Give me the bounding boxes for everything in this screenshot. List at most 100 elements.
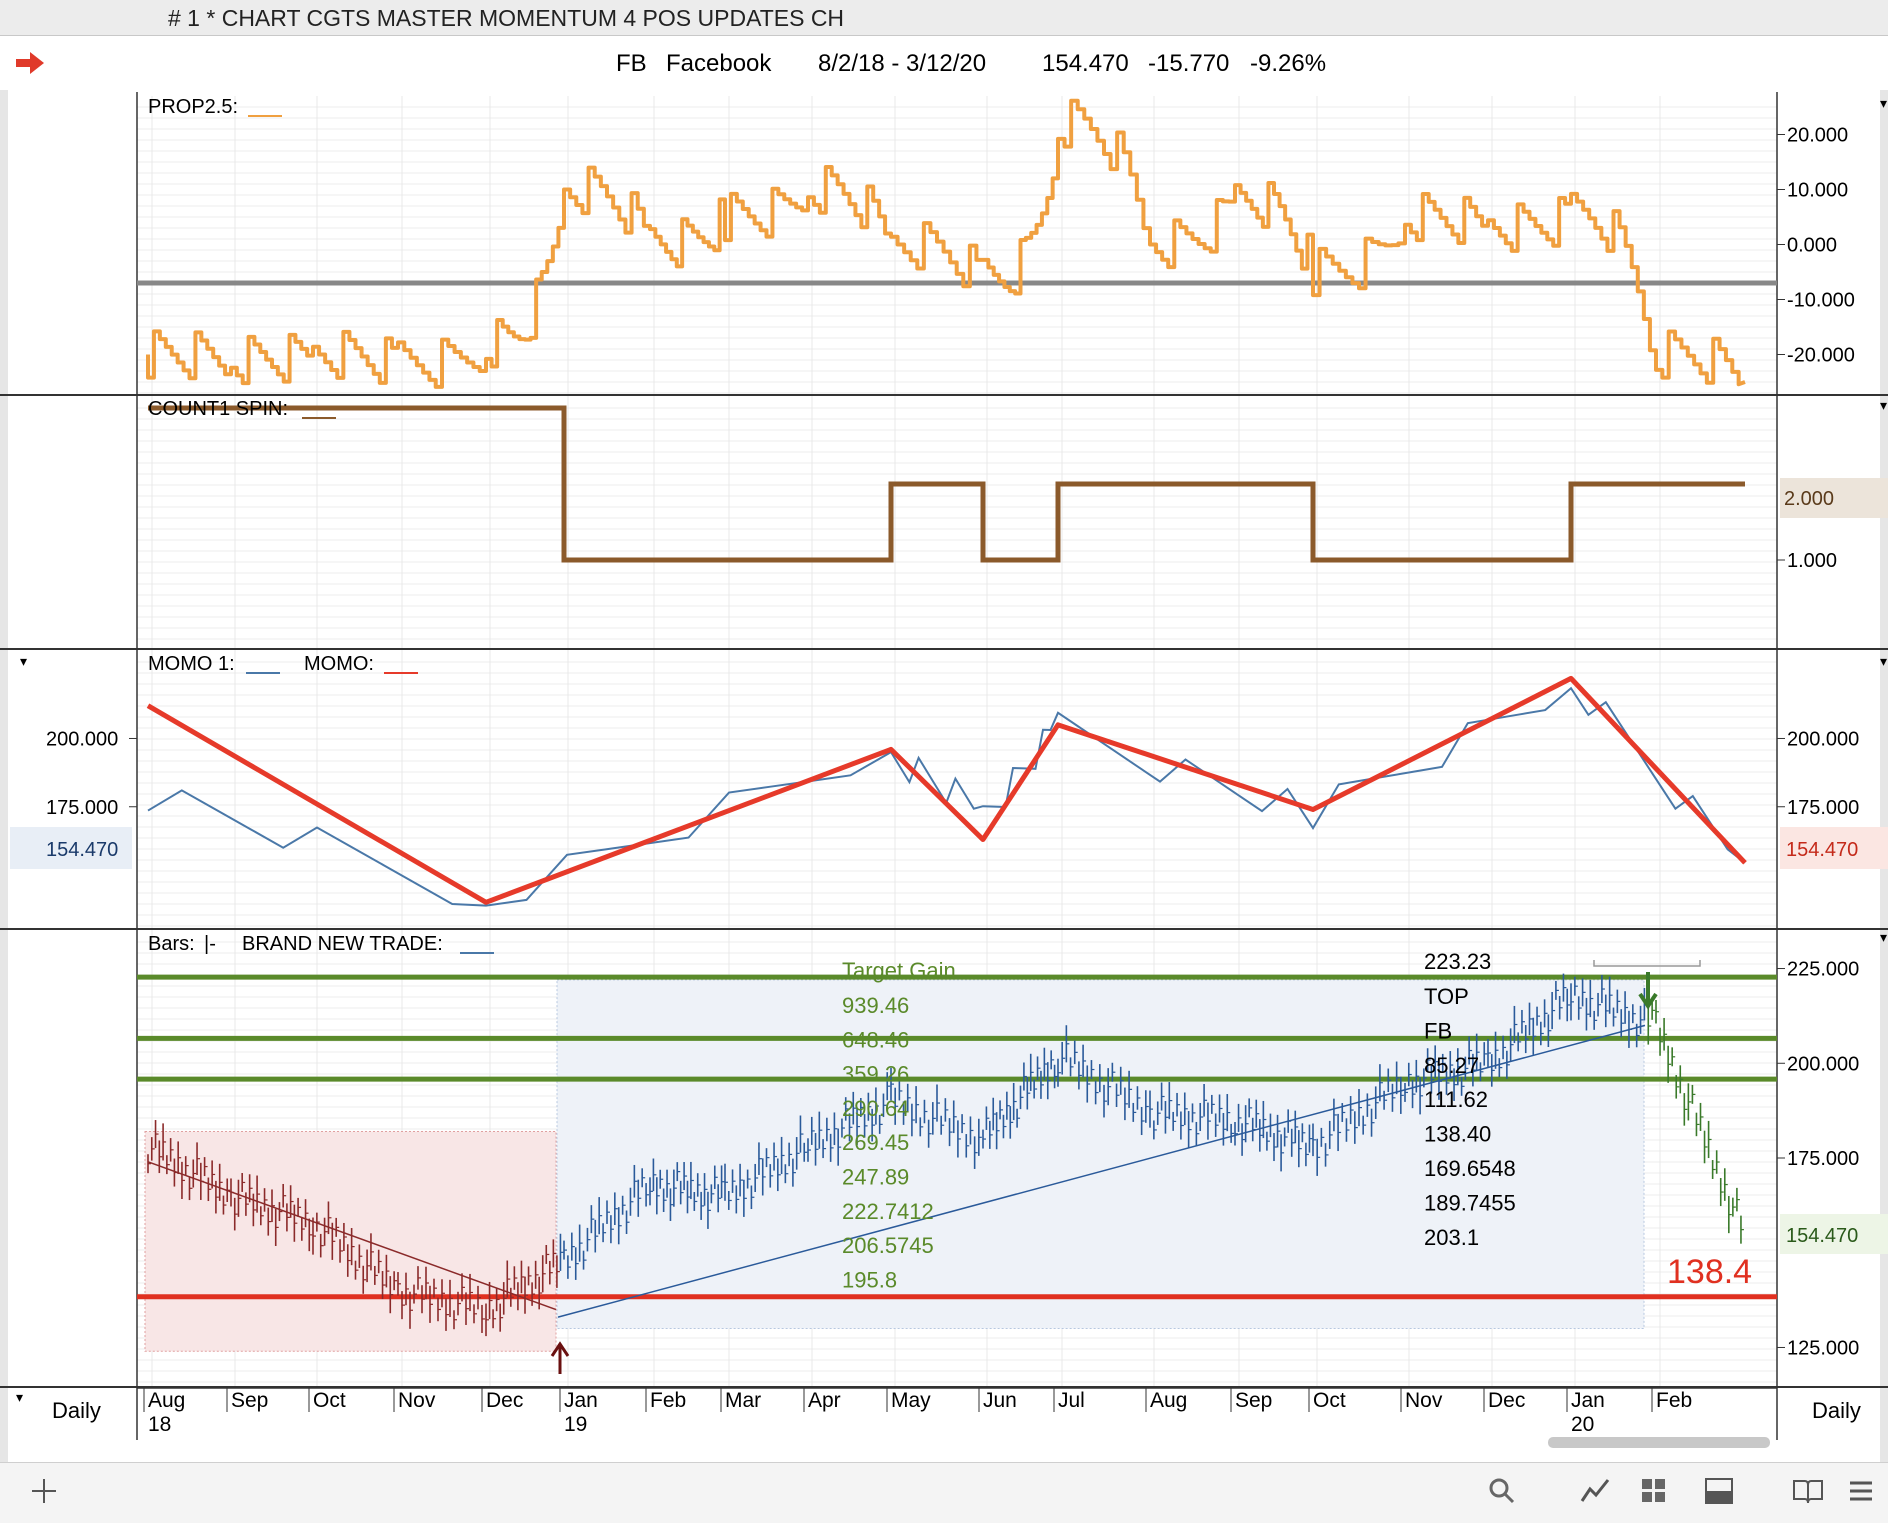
month-label: Oct <box>313 1389 346 1412</box>
price-change: -15.770 <box>1148 50 1230 77</box>
uptrend-line <box>557 1024 1646 1318</box>
info-value: 111.62 <box>1424 1087 1488 1112</box>
spin-panel-menu-icon[interactable]: ▾ <box>1880 397 1887 413</box>
downtrend-zone <box>144 1130 557 1352</box>
trade-zone <box>556 979 1645 1330</box>
axis-tick-label: 0.000 <box>1787 235 1837 257</box>
window-title: # 1 * CHART CGTS MASTER MOMENTUM 4 POS U… <box>168 5 845 31</box>
momo1-line <box>147 686 1746 907</box>
prop-panel-menu-icon[interactable]: ▾ <box>1880 95 1887 111</box>
target-value: 359.26 <box>842 1062 909 1087</box>
axis-tick-label: 200.000 <box>1787 1053 1859 1075</box>
bars-panel-menu-icon[interactable]: ▾ <box>1880 929 1887 945</box>
trade-label: BRAND NEW TRADE: <box>242 933 443 955</box>
bars-label: Bars: <box>148 933 195 955</box>
month-label: May <box>891 1389 931 1412</box>
axis-tick-label: -20.000 <box>1787 345 1855 367</box>
period-right[interactable]: Daily <box>1812 1398 1861 1423</box>
target-value: 269.45 <box>842 1130 909 1155</box>
axis-tick-label: 10.000 <box>1787 180 1848 202</box>
bars-badge: 154.470 <box>1780 1214 1888 1254</box>
month-label: Feb <box>1656 1389 1692 1412</box>
target-value: 247.89 <box>842 1165 909 1190</box>
bars-badge-value: 154.470 <box>1786 1225 1858 1247</box>
info-value: 138.40 <box>1424 1122 1491 1147</box>
axis-tick-label: 125.000 <box>1787 1337 1859 1359</box>
red-arrow-icon[interactable] <box>16 52 46 74</box>
info-value: FB <box>1424 1018 1452 1043</box>
list-icon[interactable] <box>1846 1477 1876 1505</box>
target-value: 206.5745 <box>842 1233 934 1258</box>
axis-tick-label: 175.000 <box>1787 797 1859 819</box>
bars-label-suffix: |- <box>204 933 216 955</box>
year-label: 20 <box>1571 1413 1594 1436</box>
axis-tick-label: 1.000 <box>1787 550 1837 572</box>
chart-header: FB Facebook 8/2/18 - 3/12/20 154.470 -15… <box>0 36 1888 92</box>
month-label: Apr <box>808 1389 841 1412</box>
info-value: 169.6548 <box>1424 1156 1516 1181</box>
momo-right-menu-icon[interactable]: ▾ <box>1880 653 1887 669</box>
spin-badge: 2.000 <box>1780 478 1888 518</box>
downtrend-line <box>147 1161 557 1311</box>
month-label: Dec <box>1488 1389 1525 1412</box>
panel-layout-icon[interactable] <box>1704 1477 1734 1505</box>
prop-label: PROP2.5: <box>148 96 238 118</box>
symbol: FB <box>616 50 647 77</box>
trade-info-list: 223.23 TOP FB 85.27 111.62 138.40 169.6548 189… <box>1424 949 1516 1250</box>
company-name: Facebook <box>666 50 772 77</box>
info-value: TOP <box>1424 984 1469 1009</box>
momo-badge-left-value: 154.470 <box>46 839 118 861</box>
target-value: 222.7412 <box>842 1199 934 1224</box>
month-label: Aug <box>148 1389 185 1412</box>
momo1-label: MOMO 1: <box>148 653 235 675</box>
entry-arrow-icon <box>550 1341 570 1374</box>
search-icon[interactable] <box>1488 1477 1516 1505</box>
momo-badge-right: 154.470 <box>1780 827 1888 869</box>
month-label: Jun <box>983 1389 1017 1412</box>
month-label: Sep <box>1235 1389 1272 1412</box>
axis-tick-label: 225.000 <box>1787 959 1859 981</box>
spin-label: COUNT1 SPIN: <box>148 398 288 420</box>
bottom-toolbar <box>0 1462 1888 1523</box>
axis-tick-label: 175.000 <box>46 797 118 819</box>
price-change-pct: -9.26% <box>1250 50 1327 77</box>
target-gain-list: Target Gain 939.46 648.46 359.26 290.64 269.… <box>842 958 956 1292</box>
month-label: Aug <box>1150 1389 1187 1412</box>
exit-arrow-icon <box>1638 972 1658 1010</box>
grid-view-icon[interactable] <box>1640 1477 1668 1505</box>
line-chart-icon[interactable] <box>1580 1477 1610 1505</box>
axis-tick-label: 20.000 <box>1787 125 1848 147</box>
target-value: 195.8 <box>842 1267 897 1292</box>
axis-tick-label: 200.000 <box>46 728 118 750</box>
add-icon[interactable] <box>30 1477 58 1505</box>
horizontal-scrollbar[interactable] <box>1548 1437 1770 1448</box>
date-range: 8/2/18 - 3/12/20 <box>818 50 987 77</box>
momo-panel-menu-icon[interactable]: ▾ <box>20 653 27 669</box>
window-titlebar: # 1 * CHART CGTS MASTER MOMENTUM 4 POS U… <box>0 0 1888 36</box>
prop-line <box>146 98 1746 389</box>
target-value: 648.46 <box>842 1027 909 1052</box>
axis-tick-label: 200.000 <box>1787 728 1859 750</box>
chart-area: 200.000 175.000 20.000 10.000 0.000 -10.000 -… <box>0 90 1888 1462</box>
spin-line <box>148 405 1745 563</box>
info-value: 85.27 <box>1424 1053 1479 1078</box>
month-label: Feb <box>650 1389 686 1412</box>
info-value: 203.1 <box>1424 1225 1479 1250</box>
info-top: 223.23 <box>1424 949 1491 974</box>
stop-label: 138.4 <box>1667 1253 1752 1291</box>
month-label: Jul <box>1058 1389 1085 1412</box>
momo-badge-right-value: 154.470 <box>1786 839 1858 861</box>
axis-tick-label: 175.000 <box>1787 1148 1859 1170</box>
last-price: 154.470 <box>1042 50 1129 77</box>
target-value: 939.46 <box>842 993 909 1018</box>
month-label: Nov <box>1405 1389 1443 1412</box>
axis-tick-label: -10.000 <box>1787 290 1855 312</box>
momo-badge-left: 154.470 <box>10 827 132 869</box>
year-label: 18 <box>148 1413 171 1436</box>
period-left-menu-icon[interactable]: ▾ <box>16 1389 23 1405</box>
momo-line <box>146 675 1747 905</box>
month-label: Nov <box>398 1389 436 1412</box>
period-left[interactable]: Daily <box>52 1398 101 1423</box>
target-header: Target Gain <box>842 958 956 983</box>
book-icon[interactable] <box>1792 1477 1824 1505</box>
